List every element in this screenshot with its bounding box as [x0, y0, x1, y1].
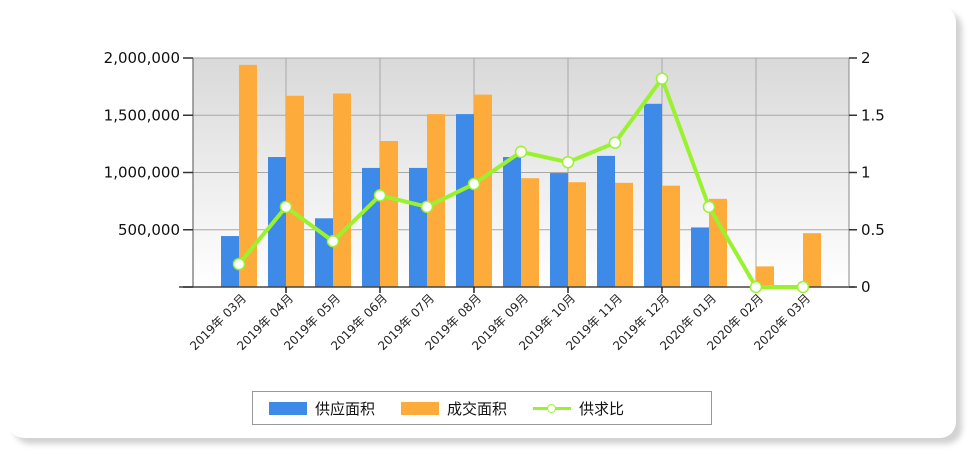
bar	[691, 227, 709, 287]
svg-text:1: 1	[861, 164, 871, 182]
line-marker	[326, 234, 340, 248]
line-marker	[514, 145, 528, 159]
legend-label: 成交面积	[447, 399, 508, 418]
legend-item-deal[interactable]: 成交面积	[401, 398, 507, 419]
deal-swatch-icon	[401, 401, 440, 415]
bar	[409, 167, 427, 287]
svg-text:2: 2	[861, 49, 871, 67]
svg-text:0: 0	[861, 278, 871, 296]
bar	[503, 157, 521, 287]
supply-swatch-icon	[269, 401, 307, 415]
legend-label: 供应面积	[315, 399, 376, 418]
legend-label: 供求比	[579, 399, 625, 418]
bar	[333, 93, 351, 288]
bar	[756, 266, 774, 287]
bar	[286, 95, 304, 287]
bar	[568, 182, 586, 287]
bar	[597, 155, 615, 287]
svg-text:2,000,000: 2,000,000	[104, 49, 180, 67]
bar	[474, 94, 492, 287]
ratio-line-series	[232, 72, 810, 294]
legend-item-supply[interactable]: 供应面积	[269, 398, 375, 419]
svg-text:1.5: 1.5	[861, 106, 885, 124]
line-marker	[561, 155, 575, 169]
line-marker-icon	[533, 402, 572, 415]
legend: 供应面积 成交面积 供求比	[252, 391, 712, 425]
bar	[709, 198, 727, 287]
bar	[803, 233, 821, 287]
bar	[362, 167, 380, 287]
bar	[550, 173, 568, 287]
line-marker	[467, 177, 481, 191]
left-axis-labels: 500,000 1,000,000 1,500,000 2,000,000	[104, 49, 180, 239]
bar	[221, 236, 239, 287]
bar	[644, 103, 662, 287]
line-marker	[232, 257, 246, 271]
line-marker	[655, 72, 669, 85]
bar	[380, 141, 398, 287]
line-marker	[608, 136, 622, 149]
bar	[662, 185, 680, 287]
svg-text:0.5: 0.5	[861, 221, 885, 239]
line-marker	[279, 200, 293, 214]
bar	[456, 114, 474, 287]
line-marker	[373, 189, 387, 202]
svg-text:500,000: 500,000	[118, 221, 180, 239]
line-marker	[702, 200, 716, 214]
line-marker	[420, 200, 434, 214]
svg-text:1,500,000: 1,500,000	[104, 106, 180, 124]
line-marker	[749, 280, 763, 294]
bar	[239, 64, 257, 288]
bar	[615, 182, 633, 287]
legend-item-ratio[interactable]: 供求比	[533, 398, 624, 419]
line-marker	[796, 280, 810, 294]
bar	[268, 157, 286, 287]
bar	[521, 178, 539, 287]
svg-text:1,000,000: 1,000,000	[104, 164, 180, 182]
right-axis-labels: 0 0.5 1 1.5 2	[861, 49, 885, 296]
